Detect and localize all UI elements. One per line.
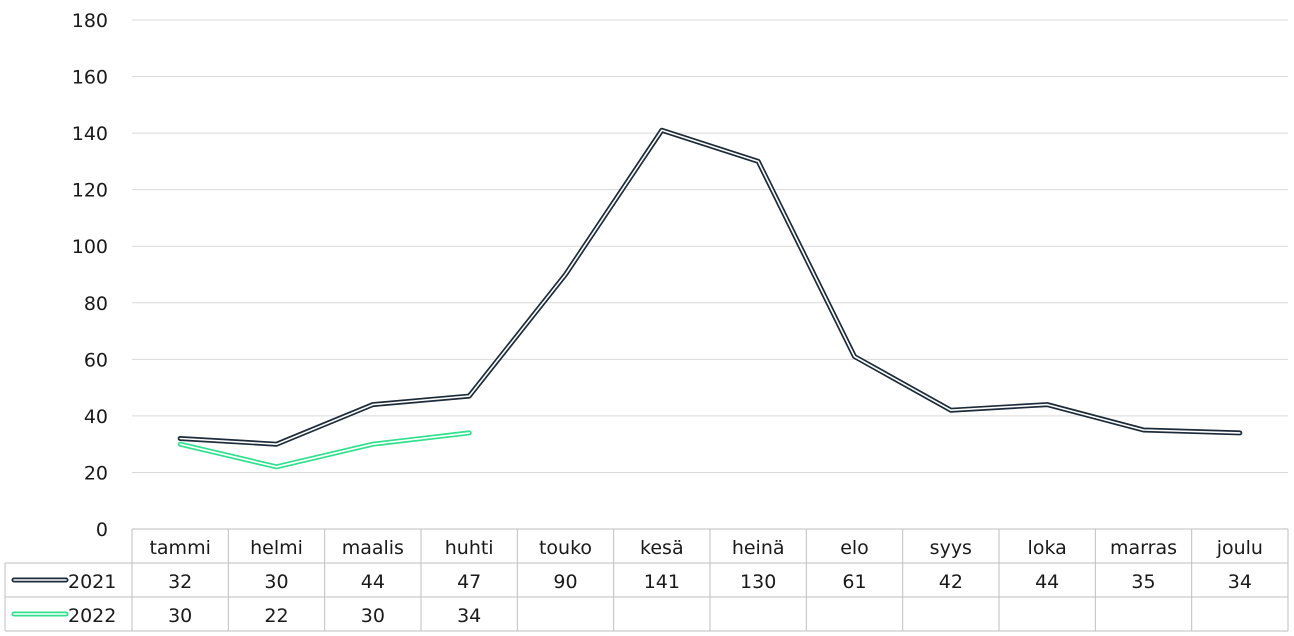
gridlines (132, 19, 1288, 473)
y-tick-label: 60 (84, 349, 108, 371)
y-tick-label: 20 (84, 462, 108, 484)
data-label: 34 (457, 605, 481, 627)
y-tick-label: 80 (84, 293, 108, 315)
series-line-2022-inner (179, 432, 470, 468)
data-label: 22 (264, 605, 288, 627)
y-tick-label: 140 (72, 123, 108, 145)
data-label: 30 (264, 571, 288, 593)
y-tick-label: 180 (72, 10, 108, 32)
x-category-label: kesä (640, 537, 684, 559)
x-category-label: elo (840, 537, 869, 559)
data-label: 44 (361, 571, 385, 593)
data-label: 35 (1131, 571, 1155, 593)
x-category-label: joulu (1216, 537, 1263, 559)
legend-label: 2021 (68, 571, 116, 593)
legend-label: 2022 (68, 605, 116, 627)
data-label: 61 (842, 571, 866, 593)
y-tick-label: 0 (96, 519, 108, 541)
series-line-2021-inner (179, 129, 1241, 445)
data-label: 42 (939, 571, 963, 593)
data-label: 44 (1035, 571, 1059, 593)
series-lines (177, 127, 1243, 470)
x-category-label: tammi (149, 537, 210, 559)
data-table: tammi helmi maalis huhti touko kesä heinä elo sy… (4, 528, 1289, 632)
series-line-2021-outer (177, 127, 1243, 447)
x-category-label: loka (1028, 537, 1067, 559)
x-category-label: heinä (732, 537, 785, 559)
y-tick-label: 120 (72, 180, 108, 202)
data-label: 32 (168, 571, 192, 593)
data-label: 141 (644, 571, 680, 593)
x-category-label: helmi (250, 537, 303, 559)
x-category-label: touko (539, 537, 592, 559)
data-label: 130 (740, 571, 776, 593)
y-tick-label: 100 (72, 236, 108, 258)
series-line-2022 (177, 430, 472, 470)
data-label: 30 (168, 605, 192, 627)
x-category-label: maalis (342, 537, 404, 559)
data-label: 34 (1228, 571, 1252, 593)
y-tick-label: 40 (84, 406, 108, 428)
y-axis-ticks: 0 20 40 60 80 100 120 140 160 180 (72, 10, 108, 541)
y-tick-label: 160 (72, 67, 108, 89)
x-category-label: huhti (445, 537, 494, 559)
data-label: 90 (553, 571, 577, 593)
series-line-2021 (177, 127, 1243, 447)
data-label: 47 (457, 571, 481, 593)
x-category-label: marras (1110, 537, 1177, 559)
x-category-label: syys (930, 537, 972, 559)
data-label: 30 (361, 605, 385, 627)
